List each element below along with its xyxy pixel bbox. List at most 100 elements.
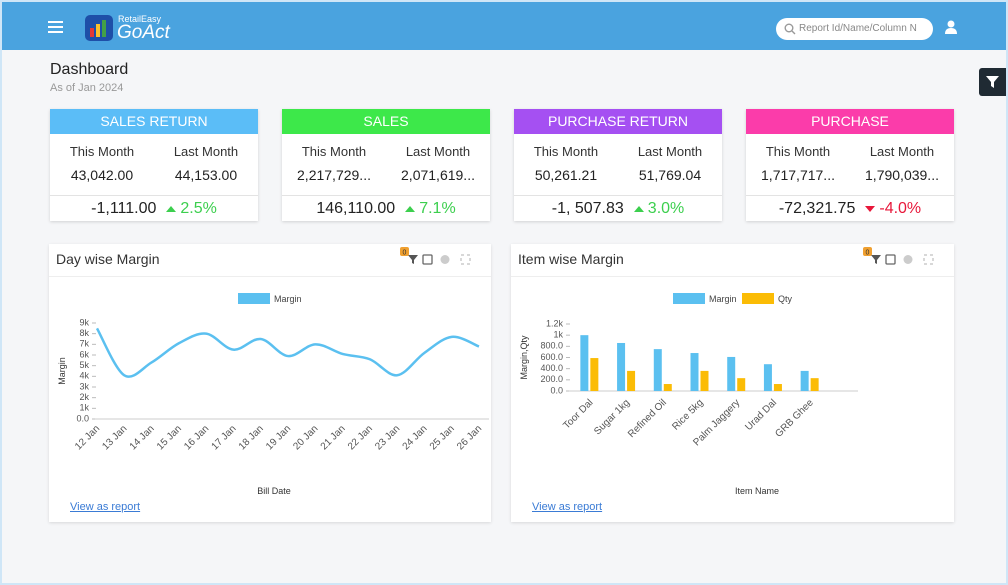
change-value: 146,110.00 [316,200,396,217]
top-bar: RetailEasy GoAct Report Id/Name/Column N [2,2,1006,50]
filter-badge [863,247,872,256]
line-series [95,327,480,378]
change-percent: 2.5% [180,200,217,217]
card-title: SALES RETURN [50,109,258,134]
x-tick-label: 14 Jan [128,423,157,452]
report-link[interactable]: View as report [70,501,141,513]
filter-badge-count: 0 [866,249,870,256]
x-tick-label: 24 Jan [401,423,430,452]
panel-title: Item wise Margin [518,251,624,267]
filter-icon [408,255,418,264]
card-title: PURCHASE RETURN [514,109,722,134]
search-box[interactable]: Report Id/Name/Column N [776,18,933,40]
search-icon [784,23,796,35]
divider [282,195,490,196]
trend-arrow-shape [865,206,876,212]
y-tick-label: 6k [79,349,89,359]
y-tick-label: 1.2k [546,318,564,328]
change-value: -72,321.75 [778,200,856,217]
y-tick-label: 8k [79,328,89,338]
last-month-label: Last Month [405,144,471,159]
last-month-value: 44,153.00 [174,167,238,183]
bar [763,364,772,391]
trend-arrow [633,206,644,212]
change-percent: 7.1% [419,200,456,217]
x-tick-label: 25 Jan [428,423,457,452]
bar [590,358,599,391]
y-tick-label: 9k [79,317,89,327]
x-axis-title: Bill Date [257,486,291,496]
bar [810,378,819,391]
filter-badge [400,247,409,256]
x-tick-label: Refined Oil [626,397,669,440]
filter-icon [871,255,881,264]
this-month-label: This Month [765,144,831,159]
legend-label: Margin [709,294,737,304]
this-month-value: 43,042.00 [70,167,134,183]
change-value: -1,111.00 [91,200,157,217]
y-axis-title: Margin,Qty [519,335,529,380]
bar [617,342,626,391]
x-tick-label: 18 Jan [237,423,266,452]
change-row: 146,110.00 7.1% [282,200,490,218]
legend-label: Margin [274,294,302,304]
kpi-card: SALES RETURN This Month Last Month 43,042.0… [50,109,258,221]
y-tick-label: 0.0 [76,413,89,423]
change-row: -1, 507.83 3.0% [514,200,722,218]
x-axis-title: Item Name [735,486,779,496]
y-tick-label: 1k [79,403,89,413]
y-axis-title: Margin [57,357,67,385]
bar [580,335,589,391]
panel-divider [49,276,491,277]
legend-swatch [238,293,270,304]
y-tick-label: 1k [553,330,563,340]
x-tick-label: Toor Dal [561,397,595,431]
x-tick-label: 19 Jan [264,423,293,452]
bar [737,378,746,391]
trend-arrow [865,206,876,212]
bar [773,384,782,391]
trend-arrow [405,206,416,212]
x-tick-label: 17 Jan [210,423,239,452]
print-icon [885,254,896,265]
trend-arrow [166,206,177,212]
search-placeholder: Report Id/Name/Column N [799,23,917,34]
last-month-label: Last Month [637,144,703,159]
y-tick-label: 600.0 [540,352,563,362]
expand-icon [460,254,471,265]
expand-icon [923,254,934,265]
last-month-value: 1,790,039... [865,167,939,183]
chart-panel: Item wise Margin View as report 0 0.0 200.0 4… [511,244,954,522]
x-tick-label: GRB Ghee [773,397,816,440]
x-tick-label: 13 Jan [100,423,129,452]
kpi-card: SALES This Month Last Month 2,217,729... 2,0… [282,109,490,221]
user-button[interactable] [944,20,958,34]
change-row: -1,111.00 2.5% [50,200,258,218]
trend-arrow-shape [166,206,177,212]
divider [50,195,258,196]
menu-button[interactable] [48,21,64,35]
x-tick-label: 21 Jan [319,423,348,452]
bar [690,353,699,391]
chart-panel: Day wise Margin View as report 0 0.0 1k 2k 3k 4… [49,244,491,522]
bar [800,370,809,391]
brand-large: GoAct [117,22,170,43]
kpi-card: PURCHASE This Month Last Month 1,717,717...… [746,109,954,221]
card-title: SALES [282,109,490,134]
filter-toggle[interactable] [979,68,1006,96]
bar [653,349,662,391]
last-month-value: 2,071,619... [401,167,475,183]
bar [727,356,736,391]
print-icon [422,254,433,265]
bar [700,370,709,391]
bar [663,384,672,391]
bar [627,370,636,391]
x-tick-label: 20 Jan [291,423,320,452]
this-month-label: This Month [533,144,599,159]
report-link[interactable]: View as report [532,501,603,513]
pie-icon [440,255,450,264]
x-tick-label: Rice 5kg [670,397,705,432]
divider [746,195,954,196]
